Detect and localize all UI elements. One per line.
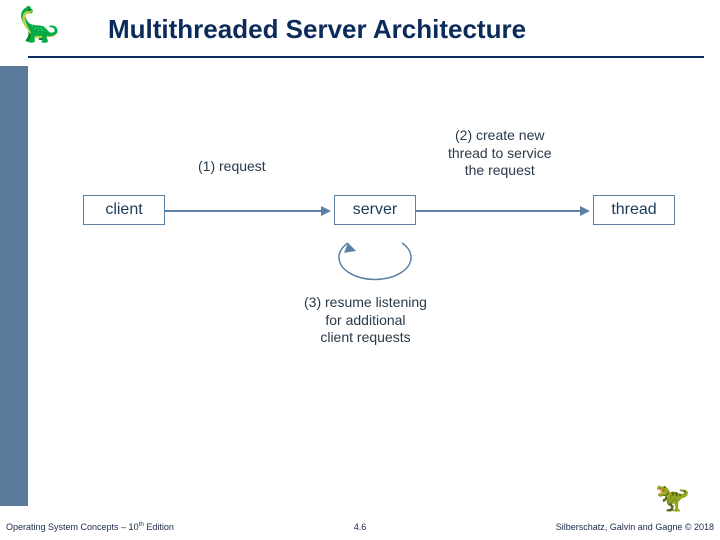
label-request: (1) request [198, 158, 266, 176]
node-client-label: client [105, 201, 142, 219]
label-resume-listening: (3) resume listening for additional clie… [304, 294, 427, 347]
node-client: client [83, 195, 165, 225]
arrow-server-thread-line [416, 210, 582, 212]
label-create-thread-line2: thread to service [448, 145, 552, 161]
dinosaur-top-icon: 🦕 [18, 8, 60, 42]
architecture-diagram: client server thread (1) request (2) cre… [28, 100, 720, 400]
title-underline [28, 56, 704, 58]
left-sidebar-stripe [0, 66, 28, 506]
slide-header: 🦕 Multithreaded Server Architecture [0, 0, 720, 66]
node-server-label: server [353, 201, 397, 219]
footer-center: 4.6 [354, 522, 367, 532]
node-thread-label: thread [611, 201, 656, 219]
footer-left: Operating System Concepts – 10th Edition [6, 521, 174, 532]
label-create-thread-line1: (2) create new [455, 127, 544, 143]
arrow-client-server-line [165, 210, 323, 212]
label-create-thread-line3: the request [465, 162, 535, 178]
label-resume-line3: client requests [320, 329, 410, 345]
footer-left-suffix: Edition [144, 522, 174, 532]
label-resume-line1: (3) resume listening [304, 294, 427, 310]
label-resume-line2: for additional [325, 312, 405, 328]
arrow-client-server-head-icon [321, 206, 331, 216]
footer-right: Silberschatz, Galvin and Gagne © 2018 [556, 522, 714, 532]
page-title: Multithreaded Server Architecture [108, 14, 526, 45]
node-server: server [334, 195, 416, 225]
arrow-server-thread-head-icon [580, 206, 590, 216]
footer-left-prefix: Operating System Concepts – 10 [6, 522, 139, 532]
node-thread: thread [593, 195, 675, 225]
slide-footer: Operating System Concepts – 10th Edition… [0, 510, 720, 540]
loop-arrow-icon [324, 223, 426, 287]
label-create-thread: (2) create new thread to service the req… [448, 127, 552, 180]
